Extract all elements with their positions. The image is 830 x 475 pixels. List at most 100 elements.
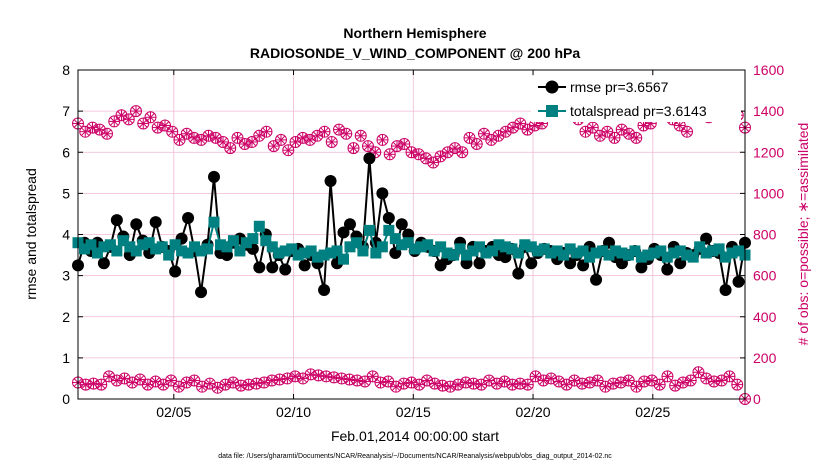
obs-assimilated-star (124, 115, 133, 124)
totalspread-point (130, 245, 142, 257)
obs-assimilated-star (523, 125, 532, 134)
obs-assimilated-star (581, 127, 590, 136)
obs-marker (630, 380, 643, 393)
obs-assimilated-star (226, 143, 235, 153)
obs-assimilated-star (146, 113, 155, 122)
obs-marker (366, 370, 379, 383)
totalspread-point (648, 247, 660, 259)
y-axis-label-left: rmse and totalspread (23, 168, 39, 300)
obs-assimilated-star (675, 121, 684, 130)
obs-assimilated-star (694, 368, 703, 377)
obs-assimilated-star (102, 129, 112, 138)
totalspread-point (707, 245, 719, 257)
obs-assimilated-star (190, 376, 199, 385)
obs-assimilated-star (228, 378, 238, 387)
rmse-point (298, 259, 311, 272)
obs-assimilated-star (166, 376, 176, 385)
obs-marker (250, 377, 263, 390)
obs-assimilated-star (407, 148, 416, 157)
totalspread-point (98, 241, 110, 253)
obs-assimilated-star (262, 127, 271, 136)
totalspread-point (78, 243, 90, 255)
rmse-point (182, 212, 195, 225)
totalspread-point (726, 247, 738, 259)
totalspread-point (733, 245, 745, 257)
obs-assimilated-star (624, 376, 633, 385)
obs-assimilated-star (305, 135, 315, 145)
obs-marker (312, 369, 325, 382)
obs-assimilated-star (472, 139, 481, 149)
y-right-tick-label: 800 (753, 227, 777, 243)
totalspread-point (279, 245, 291, 257)
rmse-point (512, 267, 525, 280)
legend-box (531, 76, 741, 122)
obs-marker (224, 142, 237, 155)
obs-assimilated-star (487, 135, 496, 145)
totalspread-point (396, 239, 408, 251)
totalspread-point (655, 245, 667, 257)
y-axis-label-right: # of obs: o=possible; ∗=assimilated (795, 123, 811, 346)
obs-marker (103, 370, 116, 383)
obs-assimilated-star (168, 127, 177, 136)
obs-marker (376, 133, 389, 146)
totalspread-point (260, 235, 272, 247)
totalspread-point (104, 239, 116, 251)
x-tick-label: 02/20 (516, 404, 551, 420)
rmse-point (279, 263, 292, 276)
obs-assimilated-star (733, 380, 742, 389)
rmse-point (195, 286, 208, 299)
obs-assimilated-star (368, 372, 377, 381)
totalspread-point (448, 249, 460, 261)
totalspread-point (577, 245, 589, 257)
obs-marker (441, 146, 454, 159)
totalspread-point (247, 233, 259, 245)
totalspread-point (545, 247, 557, 259)
totalspread-point (538, 243, 550, 255)
obs-assimilated-star (593, 376, 602, 385)
obs-marker (576, 377, 589, 390)
obs-marker (692, 366, 705, 379)
obs-marker (684, 374, 697, 387)
obs-assimilated-star (160, 121, 170, 130)
obs-marker (427, 156, 440, 169)
obs-assimilated-star (153, 123, 162, 132)
obs-marker (335, 372, 348, 385)
obs-marker (676, 376, 689, 389)
rmse-point (382, 212, 395, 225)
obs-marker (101, 127, 113, 140)
obs-marker (275, 133, 287, 146)
obs-assimilated-star (383, 377, 393, 386)
rmse-point (343, 218, 356, 231)
totalspread-point (564, 243, 576, 255)
obs-marker (267, 140, 280, 153)
totalspread-point (240, 237, 252, 249)
totalspread-point (422, 239, 434, 251)
obs-marker (498, 375, 511, 388)
obs-marker (459, 376, 472, 389)
obs-assimilated-star (617, 125, 626, 134)
obs-marker (579, 125, 592, 138)
totalspread-point (428, 245, 440, 257)
obs-marker (389, 380, 402, 393)
obs-assimilated-star (603, 127, 612, 136)
totalspread-point (480, 247, 492, 259)
totalspread-point (499, 241, 511, 253)
obs-marker (374, 376, 387, 389)
obs-assimilated-star (182, 129, 191, 138)
totalspread-point (163, 249, 175, 261)
totalspread-point (435, 241, 447, 253)
obs-assimilated-star (342, 129, 351, 138)
obs-assimilated-star (400, 139, 409, 149)
y-right-tick-label: 1000 (753, 185, 784, 201)
obs-assimilated-star (205, 379, 215, 388)
totalspread-point (305, 245, 317, 257)
obs-assimilated-star (255, 131, 264, 141)
rmse-point (318, 284, 331, 297)
obs-marker (347, 142, 360, 155)
obs-marker (137, 117, 150, 130)
totalspread-point (292, 249, 304, 261)
totalspread-point (506, 243, 518, 255)
obs-marker (351, 374, 364, 387)
totalspread-point (156, 241, 168, 253)
obs-assimilated-star (120, 374, 129, 383)
